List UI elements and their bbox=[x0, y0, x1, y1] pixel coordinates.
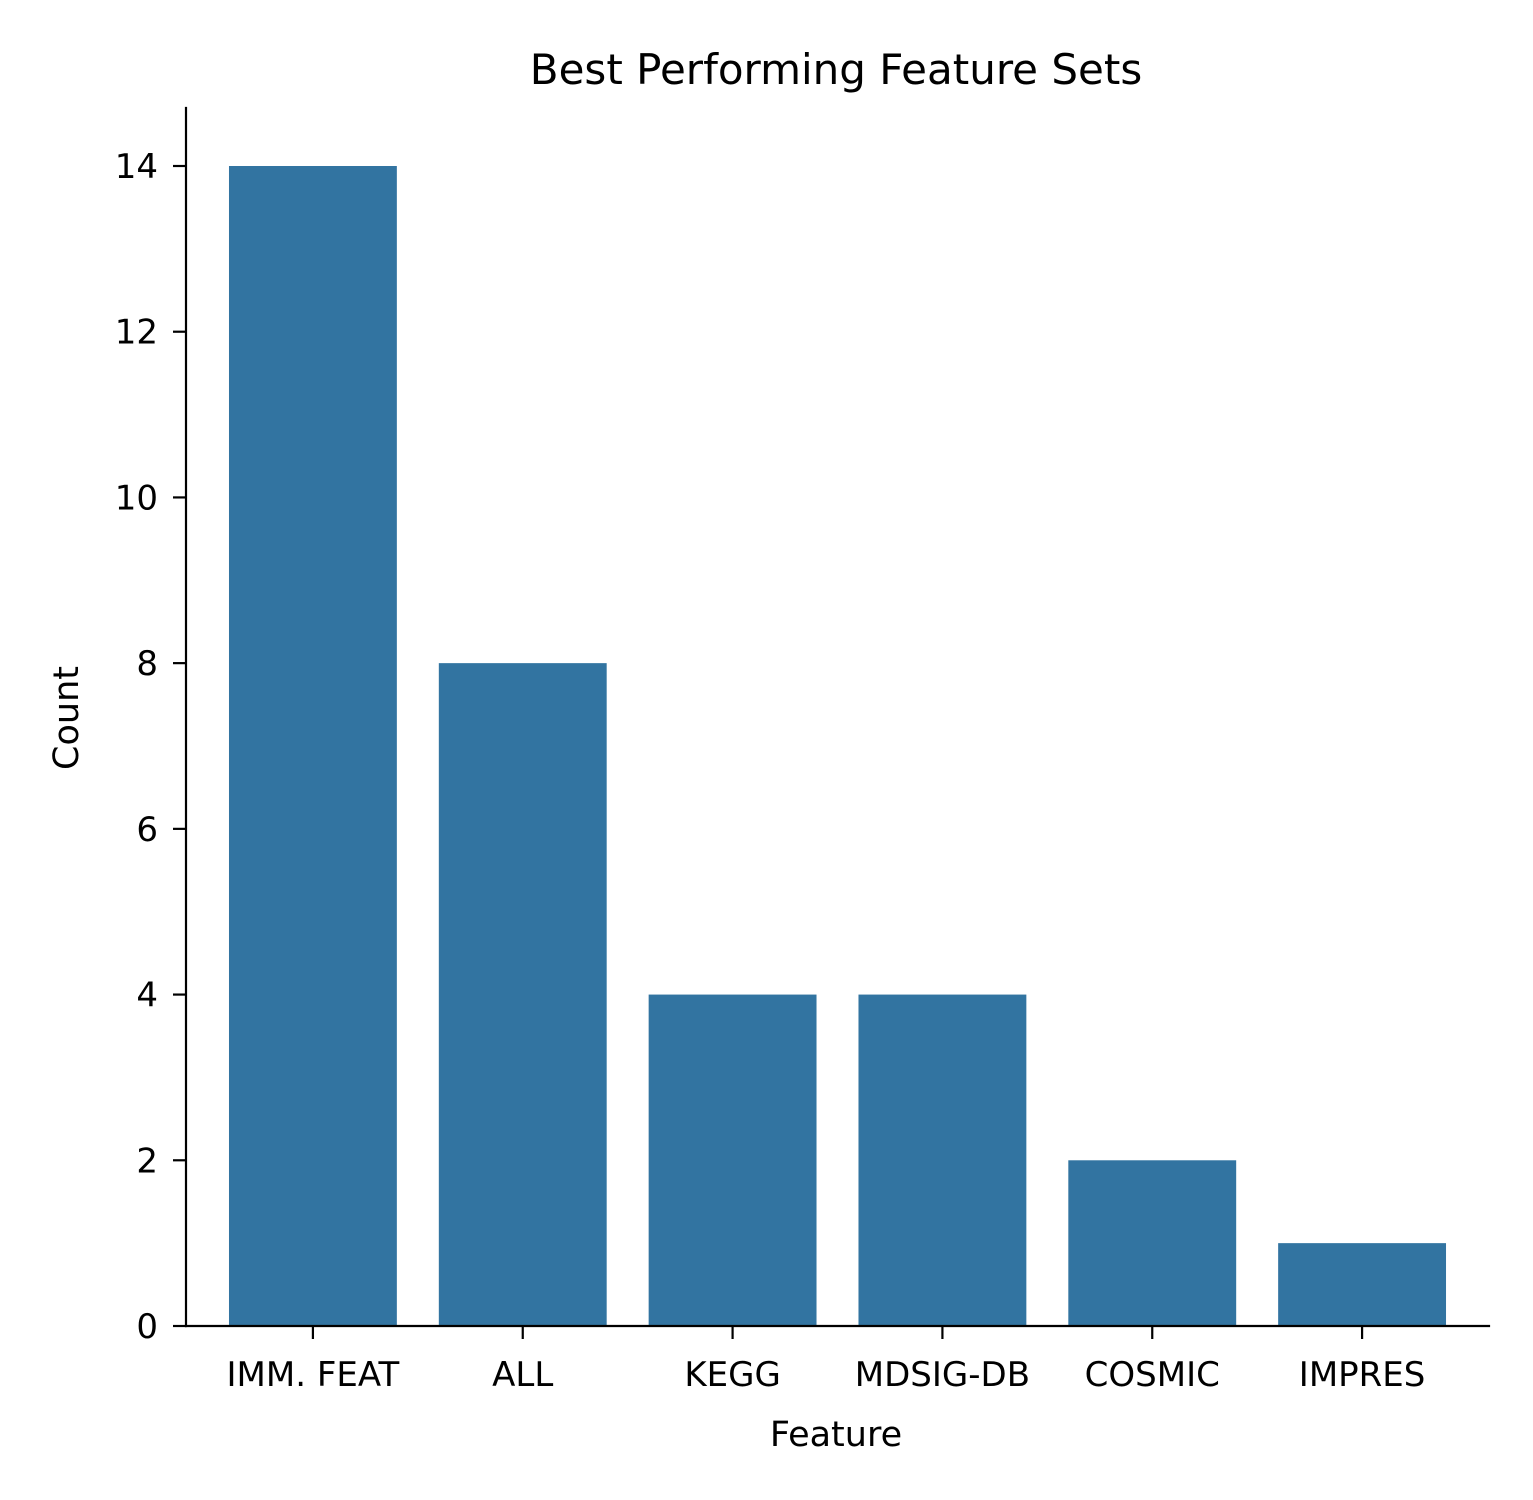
bar-cosmic bbox=[1068, 1160, 1237, 1326]
y-tick-label: 0 bbox=[136, 1307, 158, 1347]
x-tick-label: COSMIC bbox=[1085, 1355, 1220, 1395]
chart-title: Best Performing Feature Sets bbox=[530, 45, 1142, 94]
y-tick-label: 8 bbox=[136, 644, 158, 684]
x-tick-label: KEGG bbox=[684, 1355, 780, 1395]
y-tick-label: 6 bbox=[136, 810, 158, 850]
x-axis-label: Feature bbox=[770, 1415, 902, 1455]
bar-impres bbox=[1278, 1243, 1447, 1326]
x-axis: IMM. FEAT ALL KEGG MDSIG-DB COSMIC IMPRES bbox=[184, 1324, 1491, 1395]
y-tick-label: 4 bbox=[136, 976, 158, 1016]
y-tick-label: 10 bbox=[115, 478, 158, 518]
x-tick-label: ALL bbox=[492, 1355, 553, 1395]
y-tick-label: 14 bbox=[115, 147, 158, 187]
bar-mdsig-db bbox=[858, 994, 1027, 1326]
bar-kegg bbox=[648, 994, 817, 1326]
y-tick-label: 12 bbox=[115, 313, 158, 353]
x-tick-label: IMPRES bbox=[1299, 1355, 1426, 1395]
y-axis-label: Count bbox=[47, 666, 87, 770]
x-tick-label: MDSIG-DB bbox=[855, 1355, 1030, 1395]
y-axis: 0 2 4 6 8 10 12 14 bbox=[115, 106, 188, 1347]
x-tick-label: IMM. FEAT bbox=[227, 1355, 400, 1395]
y-tick-label: 2 bbox=[136, 1141, 158, 1181]
bar-imm-feat bbox=[228, 166, 397, 1326]
bar-all bbox=[438, 663, 607, 1326]
bars-group bbox=[228, 166, 1447, 1326]
